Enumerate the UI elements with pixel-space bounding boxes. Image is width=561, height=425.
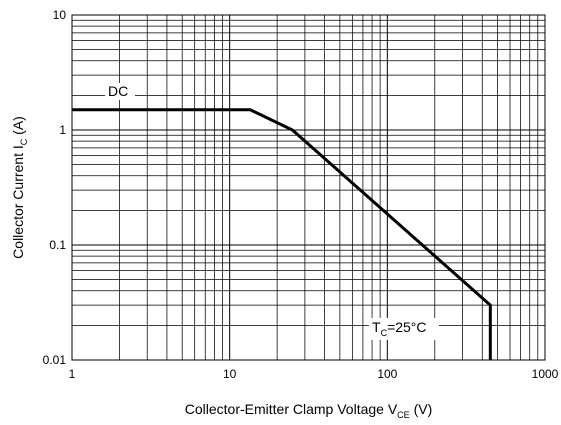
temperature-annotation: TC=25°C (372, 319, 427, 338)
y-tick-label: 1 (59, 123, 66, 137)
y-axis-label: Collector Current IC (A) (10, 116, 29, 259)
x-tick-label: 10 (223, 367, 237, 381)
plot-frame (71, 14, 546, 361)
x-axis-label-main: Collector-Emitter Clamp Voltage V (185, 401, 398, 417)
y-tick-labels: 0.01 0.1 1 10 (43, 8, 67, 367)
series-line-dc (72, 108, 492, 360)
x-axis-label-sub: CE (397, 410, 410, 420)
x-axis-label: Collector-Emitter Clamp Voltage VCE (V) (185, 401, 433, 420)
y-axis-label-tail: (A) (10, 116, 26, 139)
tc-main: T (372, 319, 381, 335)
grid (71, 15, 545, 361)
tc-sub: C (381, 328, 388, 338)
y-tick-label: 0.1 (49, 238, 66, 252)
y-tick-label: 0.01 (43, 353, 67, 367)
y-axis-label-sub: C (19, 138, 29, 145)
x-tick-label: 1000 (532, 367, 559, 381)
y-axis-label-main: Collector Current I (10, 145, 26, 259)
tc-label-background (369, 318, 439, 340)
series-layer (72, 108, 492, 360)
x-tick-label: 1 (69, 367, 76, 381)
y-tick-label: 10 (53, 8, 67, 22)
tc-tail: =25°C (387, 319, 426, 335)
dc-label: DC (108, 83, 128, 99)
x-tick-labels: 1 10 100 1000 (69, 367, 559, 381)
x-axis-label-tail: (V) (410, 401, 433, 417)
dc-label-background (105, 83, 135, 100)
x-tick-label: 100 (377, 367, 397, 381)
